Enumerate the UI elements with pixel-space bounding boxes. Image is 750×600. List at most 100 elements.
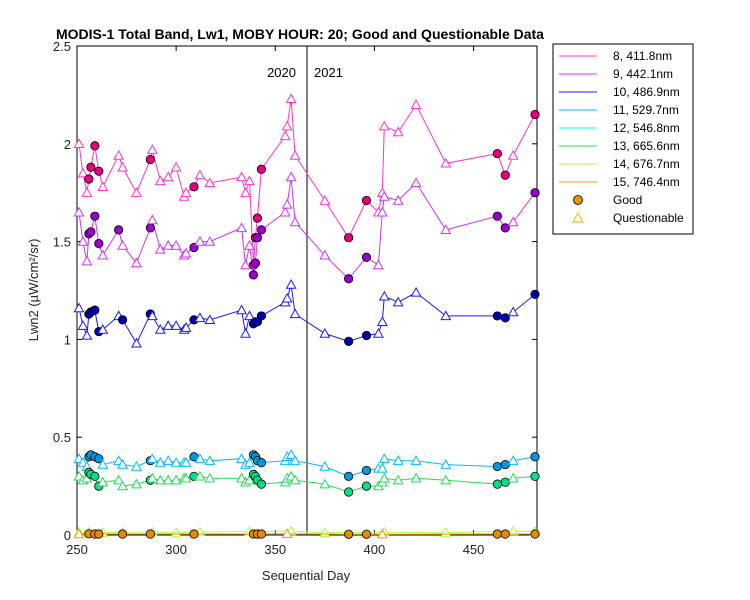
legend-entry-label: 13, 665.6nm	[613, 139, 680, 153]
year-label-left: 2020	[267, 65, 296, 80]
good-point	[189, 529, 199, 539]
questionable-point	[154, 175, 166, 186]
questionable-point	[281, 120, 293, 131]
questionable-point	[240, 187, 251, 197]
legend: 8, 411.8nm 9, 442.1nm 10, 486.9nm 11, 529.7…	[552, 43, 694, 235]
good-point	[90, 305, 100, 315]
good-point	[145, 154, 155, 165]
questionable-point	[289, 149, 301, 160]
questionable-point	[507, 472, 519, 483]
questionable-point	[240, 259, 251, 270]
questionable-point	[378, 190, 390, 201]
legend-entry-label: 9, 442.1nm	[613, 67, 673, 81]
questionable-point	[117, 480, 129, 491]
good-point	[84, 174, 94, 184]
questionable-point	[113, 474, 125, 485]
questionable-point	[97, 249, 109, 260]
questionable-point	[440, 157, 452, 168]
questionable-point	[77, 235, 89, 246]
questionable-point	[244, 474, 255, 485]
x-tick-label: 300	[165, 542, 187, 557]
legend-entry-label: 10, 486.9nm	[613, 85, 680, 99]
questionable-point	[281, 198, 293, 209]
good-point	[530, 471, 540, 481]
good-point	[252, 213, 263, 223]
questionable-point	[372, 259, 384, 270]
questionable-point	[170, 161, 182, 172]
questionable-point	[131, 257, 142, 268]
questionable-point	[180, 322, 192, 332]
questionable-point	[289, 308, 301, 319]
questionable-point	[319, 478, 331, 489]
plot-area: 0 0.5 1 1.5 2 2.5 250 300 350 400 450	[53, 39, 541, 557]
good-point	[344, 233, 354, 243]
questionable-point	[113, 149, 125, 160]
x-tick-label: 450	[463, 542, 485, 557]
questionable-point	[410, 177, 422, 188]
questionable-point	[440, 458, 452, 469]
questionable-point	[146, 472, 158, 483]
good-point	[248, 270, 259, 280]
questionable-point	[154, 474, 166, 485]
questionable-point	[154, 323, 166, 334]
good-point	[492, 148, 502, 159]
good-point	[344, 487, 354, 497]
questionable-point	[410, 455, 422, 465]
questionable-point	[236, 304, 248, 315]
questionable-point	[392, 296, 404, 307]
x-tick-label: 350	[264, 542, 286, 557]
year-label-right: 2021	[314, 65, 343, 80]
good-point	[361, 330, 372, 341]
good-point	[361, 529, 372, 539]
good-point	[86, 227, 96, 237]
good-point	[86, 162, 96, 172]
questionable-point	[285, 93, 297, 103]
questionable-point	[131, 460, 142, 471]
legend-entry-label: 14, 676.7nm	[613, 157, 680, 171]
chart-title: MODIS-1 Total Band, Lw1, MOBY HOUR: 20; …	[56, 26, 544, 42]
questionable-point	[154, 243, 166, 254]
good-point	[530, 289, 540, 300]
good-point	[530, 109, 540, 120]
questionable-point	[73, 138, 85, 148]
good-point	[145, 529, 155, 539]
good-point	[256, 479, 266, 489]
questionable-point	[204, 472, 216, 483]
questionable-point	[319, 460, 331, 471]
questionable-point	[285, 449, 297, 459]
questionable-point	[319, 194, 331, 205]
questionable-point	[507, 306, 519, 317]
good-point	[94, 529, 104, 539]
questionable-point	[289, 216, 301, 227]
legend-entry-label: 8, 411.8nm	[613, 49, 672, 63]
questionable-point	[376, 528, 388, 539]
questionable-point	[131, 478, 142, 489]
questionable-point	[81, 255, 93, 266]
good-point	[500, 223, 510, 233]
questionable-point	[289, 474, 301, 485]
questionable-point	[236, 222, 248, 233]
good-point	[500, 529, 510, 539]
good-point	[90, 471, 100, 481]
questionable-point	[236, 171, 248, 182]
questionable-point	[117, 161, 129, 172]
questionable-point	[146, 214, 158, 225]
questionable-point	[392, 126, 404, 137]
y-axis-label: Lwn2 (µW/cm²/sr)	[26, 239, 41, 342]
questionable-point	[410, 472, 422, 483]
questionable-point	[507, 525, 519, 536]
questionable-point	[279, 130, 291, 141]
good-point	[361, 481, 372, 491]
y-tick-label: 2.5	[53, 39, 71, 54]
legend-questionable-marker	[571, 211, 585, 223]
questionable-point	[194, 470, 206, 481]
good-point	[256, 529, 266, 539]
x-axis-label: Sequential Day	[262, 568, 351, 583]
questionable-point	[73, 528, 85, 539]
questionable-point	[376, 206, 388, 217]
legend-entry-label: 11, 529.7nm	[613, 103, 679, 117]
questionable-point	[244, 175, 255, 186]
questionable-point	[204, 455, 216, 465]
questionable-point	[236, 453, 248, 463]
questionable-point	[180, 472, 192, 483]
